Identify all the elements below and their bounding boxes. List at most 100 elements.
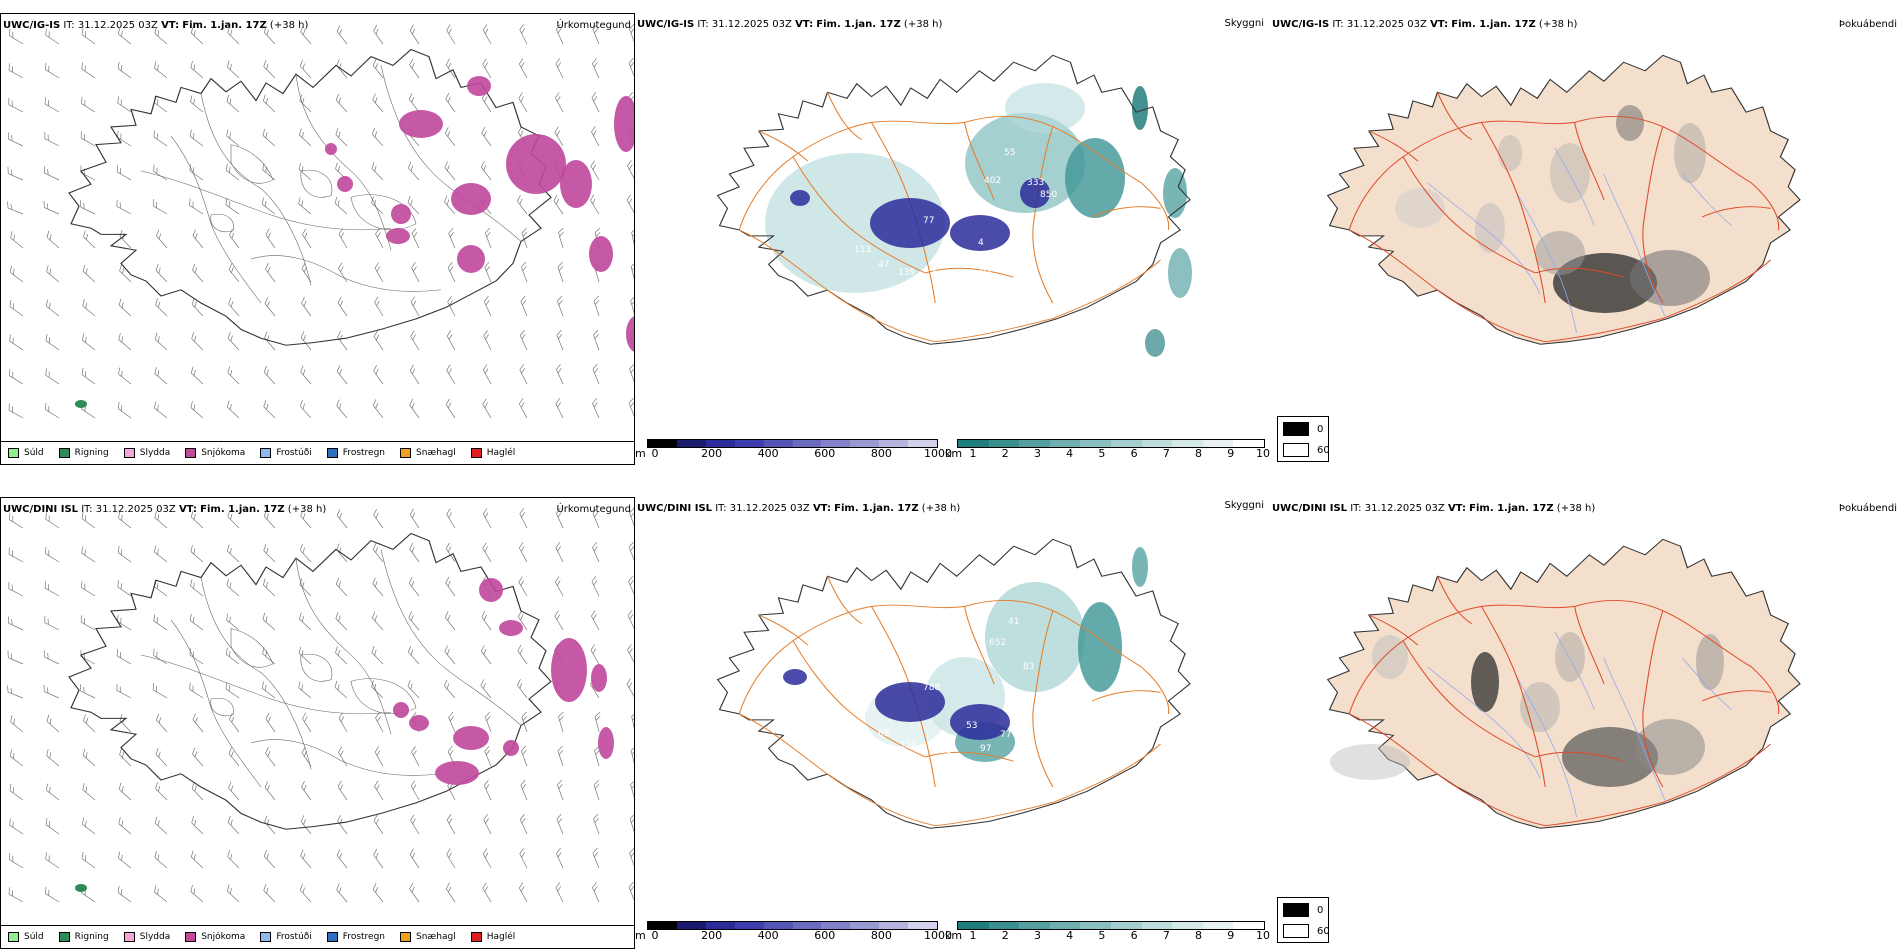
wind-barb [374, 262, 384, 283]
wind-barb [261, 197, 276, 215]
wind-barb [262, 612, 276, 631]
snow-area [409, 715, 429, 731]
ceiling-label: 850 [1040, 190, 1057, 200]
colorbar-tick: 6 [1130, 447, 1138, 460]
wind-barb [336, 25, 348, 45]
wind-barb [335, 577, 348, 597]
legend-label: Haglél [486, 932, 516, 942]
wind-barb [410, 296, 420, 317]
panel-title: Skyggni [1224, 500, 1264, 511]
wind-barb [8, 63, 24, 79]
wind-barb [375, 228, 384, 249]
wind-barb [519, 508, 528, 529]
snow-area [453, 726, 489, 750]
wind-barb [227, 26, 240, 45]
wind-barb [444, 679, 456, 699]
panel-title: Úrkomutegund [556, 504, 631, 515]
legend-label: Frostúði [276, 932, 312, 942]
wind-barb [408, 577, 420, 597]
fog-area [1635, 719, 1705, 775]
snow-area [626, 316, 634, 352]
wind-barb [155, 782, 168, 801]
wind-barb [446, 364, 456, 385]
wind-barb [335, 93, 348, 113]
wind-barb [118, 782, 132, 801]
wind-barb [80, 131, 96, 147]
snow-area [391, 204, 411, 224]
precip-legend: Súld Rigning Slydda Snjókoma Frostúði Frostre… [1, 441, 634, 464]
legend-label: Snæhagl [416, 448, 456, 458]
legend-swatch [326, 448, 338, 458]
snow-areas [75, 578, 614, 892]
fog-legend-item: 0 [1283, 422, 1323, 436]
wind-barb [298, 646, 312, 665]
iceland-outline [716, 54, 1191, 345]
wind-barb [225, 682, 240, 699]
wind-barb [484, 711, 492, 733]
wind-barb [190, 60, 204, 79]
fog-area [1372, 635, 1408, 679]
wind-barb [590, 644, 600, 665]
wind-barb [189, 613, 204, 631]
wind-barb [371, 611, 384, 631]
river-line [1554, 148, 1595, 226]
wind-barb [372, 93, 384, 113]
wind-barb [338, 228, 348, 249]
wind-barb [372, 59, 384, 79]
ceiling-label: 83 [1023, 662, 1034, 672]
wind-barb [45, 852, 60, 869]
wind-barb [9, 784, 24, 801]
wind-barb [228, 781, 240, 801]
wind-barb [410, 814, 420, 835]
wind-barb [483, 296, 492, 317]
legend-label: Rigning [74, 932, 109, 942]
wind-barb [409, 508, 420, 529]
snow-area [589, 236, 613, 272]
wind-barb [373, 24, 384, 45]
snow-area [503, 740, 519, 756]
iceland-outline [716, 538, 1191, 829]
road-network [1348, 576, 1780, 827]
wind-barb [628, 57, 634, 79]
wind-barb [334, 196, 348, 215]
legend-item: Slydda [123, 932, 170, 942]
wind-barb [9, 818, 24, 835]
wind-barb [627, 160, 634, 181]
visibility-panel-row2: UWC/DINI ISL IT: 31.12.2025 03Z VT: Fim.… [635, 497, 1270, 949]
wind-barb [520, 779, 528, 801]
wind-barb [300, 25, 312, 45]
wind-barb [557, 295, 564, 317]
wind-barb [592, 363, 600, 385]
wind-barb [82, 264, 96, 283]
wind-barb [626, 678, 634, 699]
road-line [1368, 130, 1419, 162]
wind-barb [592, 541, 600, 563]
wind-barb [337, 296, 348, 317]
wind-barb [44, 650, 60, 665]
visibility-area [1078, 602, 1122, 692]
wind-barb [299, 399, 312, 419]
wind-barb [226, 884, 240, 903]
wind-barb [482, 364, 492, 385]
wind-barb [519, 364, 528, 385]
wind-barb [302, 712, 312, 733]
wind-barb [409, 58, 420, 79]
colorbar-tick: 200 [701, 447, 723, 460]
wind-barb [335, 128, 348, 147]
wind-barb [83, 714, 96, 733]
wind-barb [156, 713, 168, 733]
snow-area [499, 620, 523, 636]
contour-line [300, 169, 333, 198]
road-line [1481, 122, 1546, 304]
wind-barb [556, 24, 564, 45]
colorbar-gradient [647, 439, 938, 448]
fog-area [1555, 632, 1585, 682]
low-cloud-area [950, 215, 1010, 251]
rivers [1427, 148, 1732, 334]
visibility-area [1132, 547, 1148, 587]
panel-header: UWC/DINI ISL IT: 31.12.2025 03Z VT: Fim.… [3, 504, 327, 515]
road-line [792, 156, 926, 274]
wind-barb [8, 887, 24, 903]
panel-header: UWC/DINI ISL IT: 31.12.2025 03Z VT: Fim.… [637, 503, 961, 514]
wind-barb [81, 580, 96, 597]
